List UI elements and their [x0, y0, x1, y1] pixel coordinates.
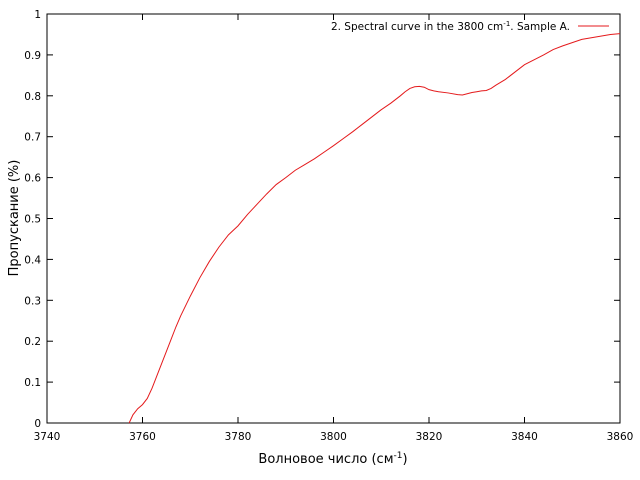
y-axis-label: Пропускание (%) — [7, 160, 22, 277]
y-tick-label: 0.3 — [24, 295, 41, 307]
x-tick-label: 3860 — [607, 431, 634, 443]
y-tick-label: 0.6 — [24, 173, 41, 185]
series-line — [128, 33, 621, 424]
y-axis: 0 0.1 0.2 0.3 0.4 0.5 0.6 0.7 0.8 0.9 1 — [24, 9, 620, 430]
x-tick-label: 3780 — [225, 431, 252, 443]
plot-frame — [46, 13, 621, 424]
y-tick-label: 0.5 — [24, 214, 41, 226]
y-tick-label: 1 — [34, 9, 41, 21]
x-tick-label: 3820 — [416, 431, 443, 443]
y-tick-label: 0.1 — [24, 377, 41, 389]
x-axis: 3740 3760 3780 3800 3820 3840 3860 — [34, 14, 634, 443]
x-tick-label: 3800 — [320, 431, 347, 443]
y-tick-label: 0.9 — [24, 50, 41, 62]
y-tick-label: 0.4 — [24, 254, 41, 266]
y-tick-label: 0 — [34, 418, 41, 430]
legend: 2. Spectral curve in the 3800 cm-1. Samp… — [331, 20, 609, 33]
legend-label: 2. Spectral curve in the 3800 cm-1. Samp… — [331, 20, 570, 33]
x-tick-label: 3840 — [511, 431, 538, 443]
y-tick-label: 0.7 — [24, 132, 41, 144]
x-axis-label: Волновое число (см-1) — [258, 451, 407, 467]
x-tick-label: 3760 — [129, 431, 156, 443]
y-tick-label: 0.2 — [24, 336, 41, 348]
y-tick-label: 0.8 — [24, 91, 41, 103]
x-tick-label: 3740 — [34, 431, 61, 443]
